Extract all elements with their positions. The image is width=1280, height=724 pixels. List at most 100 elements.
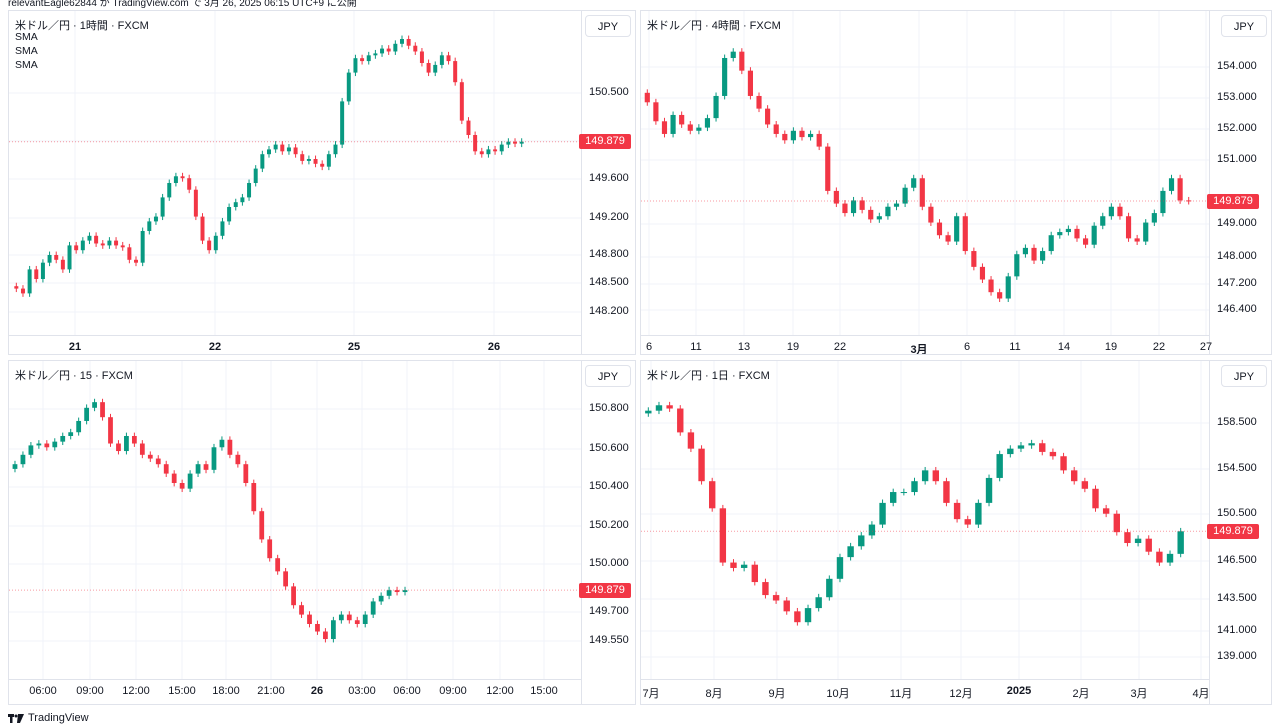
time-tick-label: 09:00: [439, 685, 467, 697]
candle-down: [127, 247, 132, 260]
candle-down: [94, 235, 99, 244]
time-tick-label: 9月: [768, 688, 786, 700]
currency-button[interactable]: JPY: [585, 15, 631, 37]
candle-up: [499, 144, 504, 152]
time-axis[interactable]: [641, 679, 1209, 680]
time-tick-label: 27: [1199, 341, 1213, 353]
candle-down: [466, 120, 471, 135]
candlestick-plot[interactable]: [641, 361, 1272, 705]
time-tick-label: 18:00: [212, 685, 240, 697]
candle-up: [330, 620, 336, 640]
candle-down: [799, 130, 805, 138]
candle-up: [402, 590, 408, 593]
time-axis[interactable]: [641, 335, 1209, 336]
indicator-label[interactable]: SMA: [15, 31, 38, 43]
symbol-title[interactable]: 米ドル／円 · 4時間 · FXCM: [647, 20, 781, 32]
candlestick-plot[interactable]: [9, 361, 636, 705]
chart-panel[interactable]: 米ドル／円 · 15 · FXCM JPY 150.800 150.600 150.40…: [8, 360, 636, 705]
candle-down: [134, 259, 139, 263]
candle-down: [291, 586, 296, 606]
currency-button[interactable]: JPY: [1221, 15, 1267, 37]
candle-down: [139, 443, 145, 455]
candlestick-plot[interactable]: [641, 11, 1272, 355]
candle-down: [493, 149, 498, 152]
candle-up: [220, 221, 225, 236]
price-axis[interactable]: [581, 361, 582, 704]
candle-up: [808, 133, 814, 138]
time-tick-label: 4月: [1192, 688, 1210, 700]
candle-up: [1108, 206, 1114, 217]
chart-panel[interactable]: 米ドル／円 · 1日 · FXCM JPY 158.500 154.500 150.50…: [640, 360, 1272, 705]
candlestick-plot[interactable]: [9, 11, 636, 355]
candle-up: [790, 130, 796, 141]
currency-button[interactable]: JPY: [1221, 365, 1267, 387]
candle-up: [260, 154, 265, 169]
candle-up: [1007, 448, 1014, 455]
price-tick-label: 149.700: [589, 605, 629, 617]
price-tick-label: 148.800: [589, 248, 629, 260]
candle-down: [459, 82, 464, 121]
candle-down: [406, 39, 411, 46]
candle-down: [54, 255, 59, 260]
time-tick-label: 22: [833, 341, 847, 353]
candle-up: [233, 202, 238, 207]
candle-down: [783, 600, 790, 612]
candle-down: [479, 151, 484, 155]
candle-up: [20, 454, 26, 465]
candle-up: [173, 176, 178, 183]
candle-up: [439, 55, 444, 65]
candle-up: [333, 144, 338, 155]
symbol-title[interactable]: 米ドル／円 · 15 · FXCM: [15, 370, 133, 382]
candle-down: [653, 102, 659, 122]
chart-panel[interactable]: 米ドル／円 · 4時間 · FXCM JPY 154.000 153.000 152.0…: [640, 10, 1272, 355]
candle-up: [399, 39, 404, 44]
footer-brand[interactable]: TradingView: [8, 712, 89, 724]
price-axis[interactable]: [581, 11, 582, 354]
candle-down: [1156, 551, 1163, 563]
candle-down: [293, 147, 298, 155]
candle-down: [360, 58, 365, 62]
symbol-title[interactable]: 米ドル／円 · 1時間 · FXCM: [15, 20, 149, 32]
candle-down: [251, 483, 257, 512]
time-axis[interactable]: [9, 679, 581, 680]
candle-up: [1065, 228, 1071, 233]
candle-down: [687, 124, 693, 131]
candle-up: [362, 614, 368, 624]
symbol-title[interactable]: 米ドル／円 · 1日 · FXCM: [647, 370, 770, 382]
candle-up: [921, 470, 929, 482]
time-axis[interactable]: [9, 335, 581, 336]
candle-down: [936, 222, 943, 236]
candle-down: [147, 454, 153, 459]
candle-down: [747, 70, 753, 96]
candle-down: [644, 92, 650, 103]
candle-down: [100, 243, 105, 246]
candle-down: [953, 502, 961, 520]
candle-down: [945, 235, 951, 242]
currency-button[interactable]: JPY: [585, 365, 631, 387]
candle-down: [919, 178, 925, 207]
candle-down: [163, 464, 169, 474]
candle-up: [645, 410, 652, 414]
candle-up: [893, 203, 900, 207]
candle-down: [1092, 488, 1099, 509]
chart-panel[interactable]: 米ドル／円 · 1時間 · FXCMSMASMASMAJPY150.500150…: [8, 10, 636, 355]
indicator-label[interactable]: SMA: [15, 45, 38, 57]
candle-down: [473, 135, 478, 152]
candle-up: [153, 216, 158, 222]
candle-up: [486, 149, 491, 155]
candle-up: [87, 235, 92, 241]
price-axis[interactable]: [1209, 11, 1210, 354]
candle-up: [253, 168, 258, 183]
time-tick-label: 19: [786, 341, 800, 353]
candle-down: [313, 159, 318, 164]
last-price-tag: 149.879: [1207, 193, 1259, 209]
indicator-label[interactable]: SMA: [15, 59, 38, 71]
candle-up: [378, 595, 384, 602]
candle-down: [453, 61, 458, 83]
candle-up: [902, 187, 908, 204]
candle-up: [213, 235, 218, 251]
time-tick-label: 15:00: [168, 685, 196, 697]
candle-up: [1028, 443, 1035, 446]
time-tick-label: 21:00: [257, 685, 285, 697]
candle-up: [740, 564, 748, 568]
